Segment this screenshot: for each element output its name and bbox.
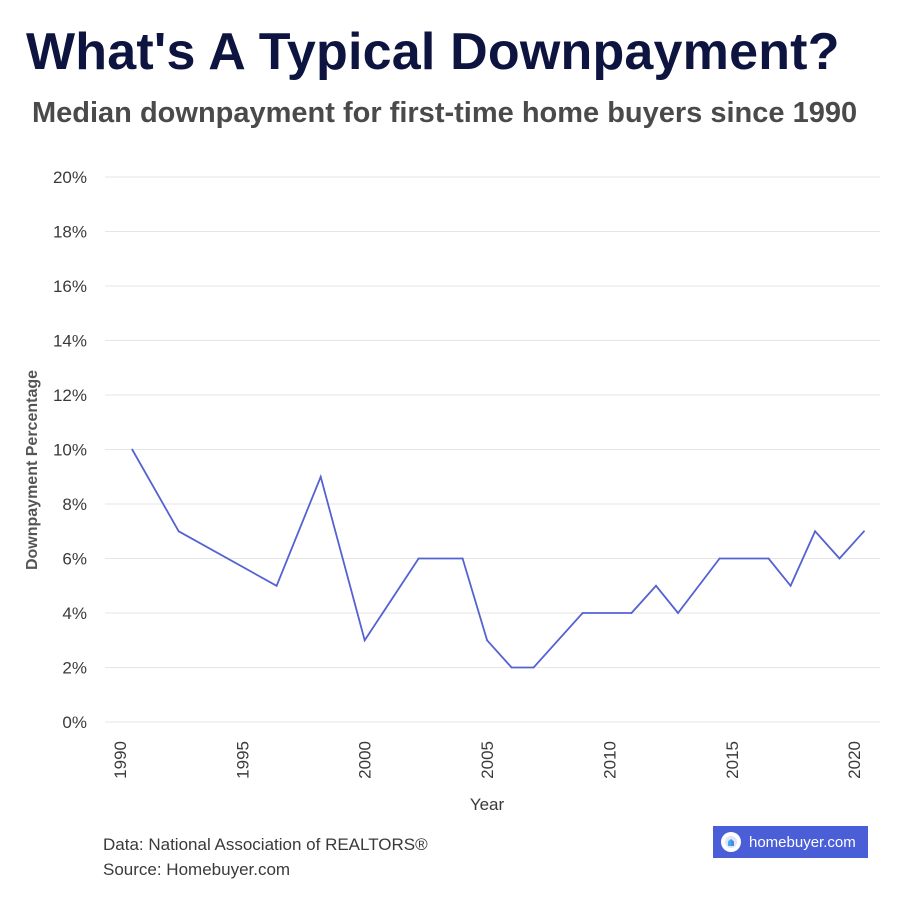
chart-subtitle: Median downpayment for first-time home b…	[32, 97, 858, 129]
y-axis-label: Downpayment Percentage	[24, 370, 41, 570]
data-point	[863, 530, 865, 533]
chart-title: What's A Typical Downpayment?	[26, 23, 840, 81]
data-point	[319, 475, 322, 478]
data-point	[789, 584, 792, 587]
y-tick-label: 0%	[62, 713, 87, 732]
y-tick-label: 8%	[62, 495, 87, 514]
data-point	[417, 557, 420, 560]
source-credit: Source: Homebuyer.com	[103, 860, 291, 879]
data-point	[532, 666, 535, 669]
x-tick-label: 1995	[233, 741, 252, 779]
data-credit: Data: National Association of REALTORS®	[103, 835, 428, 854]
y-tick-label: 10%	[53, 441, 87, 460]
badge-label: homebuyer.com	[749, 833, 856, 851]
y-tick-label: 14%	[53, 332, 87, 351]
data-point	[486, 639, 489, 642]
y-tick-label: 16%	[53, 277, 87, 296]
x-tick-label: 2005	[478, 741, 497, 779]
y-tick-label: 4%	[62, 604, 87, 623]
footer: Data: National Association of REALTORS® …	[103, 832, 428, 882]
y-tick-label: 18%	[53, 223, 87, 242]
y-tick-label: 6%	[62, 550, 87, 569]
data-point	[677, 612, 679, 614]
data-point	[767, 557, 770, 560]
data-point	[510, 666, 513, 669]
data-point	[630, 612, 633, 614]
data-point	[655, 584, 657, 587]
x-tick-label: 1990	[111, 741, 130, 779]
homebuyer-badge[interactable]: homebuyer.com	[713, 826, 868, 858]
downpayment-series-line	[131, 449, 865, 669]
data-point	[177, 530, 180, 533]
x-tick-label: 2015	[723, 741, 742, 779]
y-tick-label: 2%	[62, 659, 87, 678]
x-axis-label: Year	[470, 795, 505, 814]
y-tick-label: 20%	[53, 168, 87, 187]
x-tick-label: 2010	[600, 741, 619, 779]
data-point	[461, 557, 464, 560]
data-point	[363, 639, 366, 642]
data-point	[581, 612, 584, 614]
data-point	[718, 557, 721, 560]
x-tick-label: 2020	[845, 741, 864, 779]
data-point	[275, 584, 278, 587]
x-tick-label: 2000	[356, 741, 375, 779]
data-point	[131, 448, 134, 451]
data-point	[814, 530, 816, 533]
data-point	[838, 557, 841, 560]
house-logo-icon	[721, 832, 741, 852]
y-tick-label: 12%	[53, 386, 87, 405]
